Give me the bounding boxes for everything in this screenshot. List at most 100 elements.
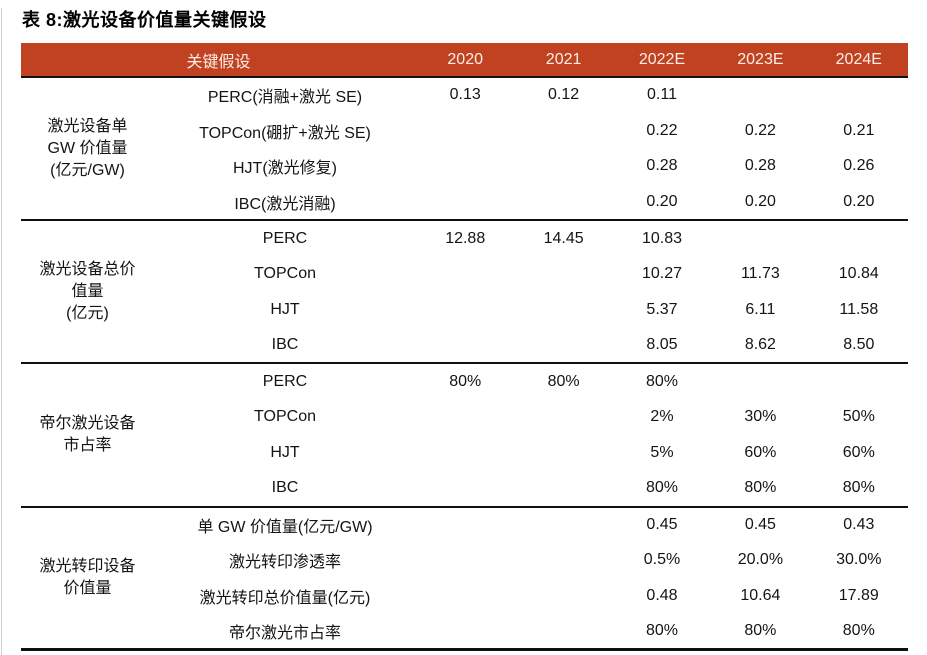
value-cell: 0.45 [612,505,712,543]
header-year-2024e: 2024E [809,43,908,78]
value-cell [514,505,613,543]
value-cell: 50% [842,408,875,426]
table-row: 激光设备单 GW 价值量 (亿元/GW) PERC(消融+激光 SE) 0.13 0.… [21,75,908,221]
table-title: 表 8:激光设备价值量关键假设 [22,10,267,30]
assumptions-table: 关键假设 2020 2021 2022E 2023E 2024E 激光设备单 G… [21,43,908,652]
value-cell: 80% [842,622,875,640]
group-label: 帝尔激光设备 市占率 [21,362,154,507]
group-label: 激光设备总价 值量 (亿元) [21,219,154,364]
value-cell [514,113,612,149]
value-cell: 6.11 [745,300,776,318]
page-left-border [1,8,2,655]
table-row: IBC(激光消融) 0.20 0.20 0.20 [21,184,908,220]
value-cell: 12.88 [416,219,515,256]
row-label: TOPCon(硼扩+激光 SE) [199,124,371,142]
value-cell: 8.62 [744,335,776,353]
row-label: 激光转印总价值量(亿元) [199,590,371,608]
value-cell: 60% [744,443,777,461]
value-cell [416,184,514,220]
value-cell: 0.20 [744,192,776,210]
value-cell: 0.20 [646,192,678,210]
row-label: 单 GW 价值量(亿元/GW) [154,505,417,543]
row-label: 帝尔激光市占率 [229,625,342,643]
value-cell: 8.05 [646,335,678,353]
value-cell [711,219,810,256]
table-row: 激光转印设备 价值量单 GW 价值量(亿元/GW) 0.45 0.45 0.43 [21,505,908,650]
table-row: 激光转印渗透率 0.5% 20.0% 30.0% [21,542,908,578]
value-cell [809,362,908,400]
row-label: HJT [270,443,300,461]
value-cell: 30.0% [836,551,882,569]
value-cell: 17.89 [838,587,879,605]
value-cell: 0.21 [843,121,875,139]
header-year-2023e: 2023E [711,43,810,78]
value-cell [416,435,514,471]
value-cell [514,399,612,435]
value-cell [514,614,612,650]
value-cell: 10.64 [740,587,781,605]
value-cell: 0.20 [843,192,875,210]
value-cell: 10.83 [612,219,712,256]
value-cell [416,614,514,650]
value-cell [416,328,514,364]
value-cell: 80% [645,622,678,640]
table-row: HJT 5.37 6.11 11.58 [21,292,908,328]
row-label: TOPCon [254,408,316,426]
value-cell: 5.37 [646,300,678,318]
value-cell [711,76,810,113]
value-cell: 30% [744,408,777,426]
header-year-2021: 2021 [514,43,613,78]
value-cell: 0.45 [711,505,810,543]
value-cell: 8.50 [843,335,875,353]
value-cell: 80% [744,479,777,497]
table-row: TOPCon(硼扩+激光 SE) 0.22 0.22 0.21 [21,113,908,149]
row-label: IBC(激光消融) [234,195,336,213]
value-cell [514,256,612,292]
value-cell: 0.48 [646,587,678,605]
table-row: 激光设备总价 值量 (亿元) PERC 12.88 14.45 10.83 [21,219,908,364]
table-row: TOPCon 2% 30% 50% [21,399,908,435]
value-cell: 0.11 [612,76,712,113]
value-cell [514,542,612,578]
value-cell [416,149,514,185]
header-year-2020: 2020 [416,43,515,78]
value-cell: 0.28 [744,157,776,175]
value-cell: 0.43 [809,505,908,543]
value-cell [809,219,908,256]
value-cell: 10.84 [838,264,879,282]
value-cell [514,184,612,220]
table-row: TOPCon 10.27 11.73 10.84 [21,256,908,292]
value-cell [514,578,612,614]
value-cell: 80% [645,479,678,497]
header-key-assumptions: 关键假设 [21,43,417,78]
value-cell [514,435,612,471]
value-cell: 0.22 [744,121,776,139]
row-label: IBC [271,479,299,497]
table-row: 帝尔激光设备 市占率 PERC 80% 80% 80% [21,362,908,507]
row-label: TOPCon [254,264,316,282]
row-label: IBC [271,335,299,353]
value-cell: 0.12 [514,76,613,113]
value-cell [416,471,514,507]
header-row: 关键假设 2020 2021 2022E 2023E 2024E [21,43,908,78]
value-cell: 14.45 [514,219,613,256]
table-row: HJT 5% 60% 60% [21,435,908,471]
value-cell [416,292,514,328]
table-row: HJT(激光修复) 0.28 0.28 0.26 [21,149,908,185]
group-label: 激光设备单 GW 价值量 (亿元/GW) [21,75,154,221]
value-cell [514,149,612,185]
value-cell: 80% [744,622,777,640]
value-cell: 11.73 [740,264,780,282]
value-cell: 60% [842,443,875,461]
row-label: PERC [154,362,417,400]
value-cell [416,256,514,292]
value-cell: 0.26 [843,157,875,175]
value-cell [514,292,612,328]
value-cell [416,505,515,543]
value-cell: 0.5% [643,551,681,569]
row-label: HJT [270,300,300,318]
value-cell: 2% [650,408,674,426]
table-row: IBC 80% 80% 80% [21,471,908,507]
header-year-2022e: 2022E [612,43,712,78]
value-cell: 80% [416,362,515,400]
